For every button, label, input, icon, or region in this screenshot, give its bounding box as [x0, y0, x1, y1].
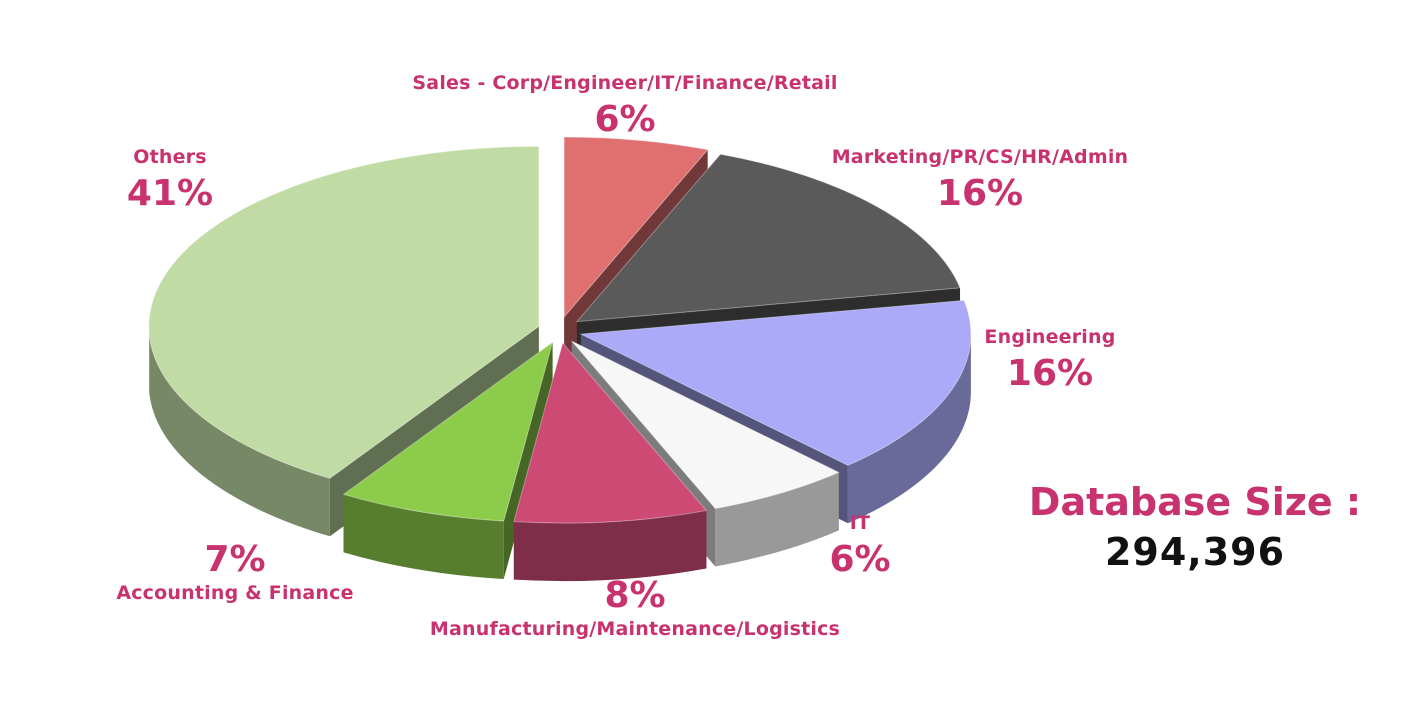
slice-others-top — [148, 145, 540, 479]
label-it: IT 6% — [790, 512, 930, 580]
label-marketing-pct: 16% — [936, 173, 1024, 214]
label-accounting-name: Accounting & Finance — [116, 582, 354, 604]
label-marketing: Marketing/PR/CS/HR/Admin 16% — [785, 146, 1175, 214]
label-it-pct: 6% — [829, 539, 891, 580]
database-size-value: 294,396 — [1104, 530, 1286, 574]
slice-engineering-side — [847, 331, 971, 524]
label-accounting: 7% Accounting & Finance — [90, 539, 380, 605]
label-manufacturing-pct: 8% — [604, 575, 666, 616]
label-it-name: IT — [849, 512, 871, 534]
slice-it-side — [715, 472, 839, 567]
database-size-label: Database Size : — [1028, 480, 1362, 524]
label-engineering-pct: 16% — [1006, 353, 1094, 394]
label-others: Others 41% — [100, 146, 240, 214]
label-marketing-name: Marketing/PR/CS/HR/Admin — [831, 146, 1129, 168]
label-engineering: Engineering 16% — [960, 326, 1140, 394]
slice-others-side — [149, 333, 330, 537]
slice-accounting-side — [343, 494, 504, 580]
label-engineering-name: Engineering — [984, 326, 1116, 348]
label-sales-name: Sales - Corp/Engineer/IT/Finance/Retail — [412, 72, 838, 94]
label-others-name: Others — [133, 146, 207, 168]
slice-marketing-top — [575, 153, 961, 323]
label-others-pct: 41% — [126, 173, 214, 214]
slice-accounting-top — [342, 341, 554, 522]
slice-engineering-top — [579, 299, 972, 466]
pie-slices — [148, 136, 972, 582]
label-manufacturing: 8% Manufacturing/Maintenance/Logistics — [390, 575, 880, 641]
slice-manufacturing-top — [513, 342, 708, 524]
label-sales-pct: 6% — [594, 99, 656, 140]
slice-sales-top — [563, 136, 709, 319]
slice-it-top — [571, 340, 840, 510]
label-manufacturing-name: Manufacturing/Maintenance/Logistics — [429, 618, 841, 640]
label-accounting-pct: 7% — [204, 539, 266, 580]
slice-manufacturing-side — [513, 510, 707, 582]
label-sales: Sales - Corp/Engineer/IT/Finance/Retail … — [380, 72, 870, 140]
slice-manufacturing — [513, 342, 708, 582]
